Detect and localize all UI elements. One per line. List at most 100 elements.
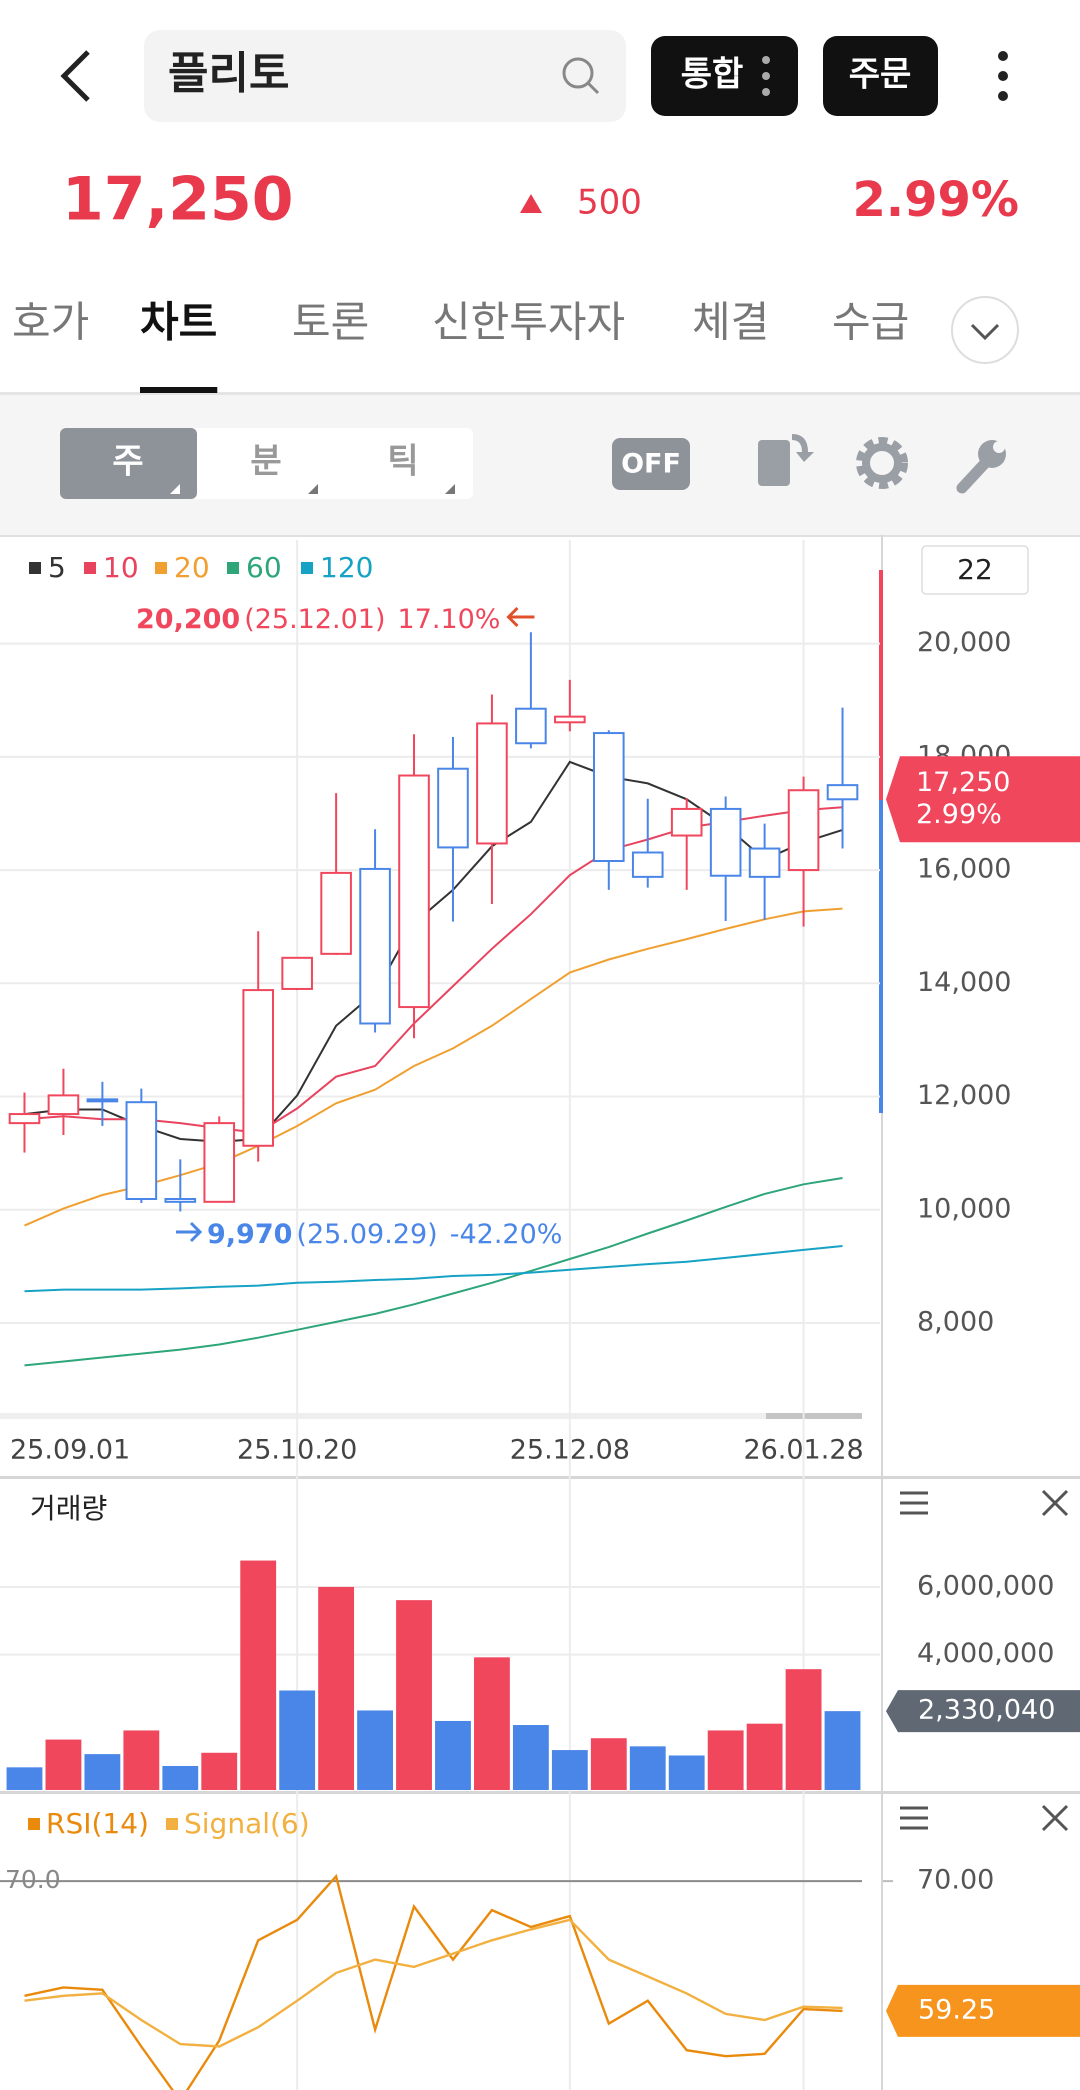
integrated-button-label: 통합 (681, 55, 744, 95)
indicator-line (24, 1918, 843, 2048)
legend-label: 120 (320, 551, 373, 584)
scroll-thumb[interactable] (766, 1413, 862, 1419)
period-corner (445, 484, 455, 494)
tab[interactable]: 토론 (292, 298, 369, 347)
stock-name: 플리토 (168, 48, 289, 99)
candle-count: 22 (957, 553, 993, 586)
order-button-label: 주문 (849, 55, 912, 95)
candle-body (398, 774, 430, 1009)
period-option[interactable]: 분 (250, 442, 281, 482)
integrated-button[interactable] (651, 36, 798, 116)
count-box[interactable] (921, 545, 1029, 595)
rsi-tag (886, 1984, 1080, 2037)
settings-icon[interactable] (856, 437, 908, 489)
panel-divider (0, 1476, 1080, 1479)
candle-body (709, 807, 742, 877)
more-menu[interactable] (998, 51, 1008, 101)
volume-bar (45, 1739, 82, 1790)
min-annotation: 9,970 (25.09.29) -42.20% (207, 1219, 562, 1250)
button-dots (762, 56, 770, 96)
tab[interactable]: 신한투자자 (432, 298, 625, 347)
min-date: (25.09.29) (296, 1219, 437, 1250)
price-tag-value: 17,250 (916, 767, 1010, 798)
legend-label: 5 (48, 551, 66, 584)
tab-divider (0, 392, 1080, 395)
volume-bar (590, 1738, 627, 1790)
volume-bar (551, 1750, 588, 1790)
legend-label: Signal(6) (184, 1807, 310, 1840)
x-tick-label: 25.10.20 (237, 1435, 357, 1466)
current-price: 17,250 (62, 165, 294, 235)
toggle-pill[interactable] (612, 438, 690, 490)
tab-underline (140, 387, 218, 393)
volume-bar (396, 1600, 432, 1790)
period-corner (308, 484, 318, 494)
candle-body (359, 867, 391, 1025)
volume-bar (318, 1586, 355, 1790)
y-tick-label: 14,000 (917, 967, 1011, 998)
rsi-tag-value: 59.25 (918, 1994, 995, 2025)
y-tick-label: 16,000 (917, 854, 1011, 885)
volume-bar (357, 1710, 393, 1790)
candle-body (787, 789, 820, 872)
ask-bar (879, 570, 883, 800)
max-arrow (506, 606, 535, 628)
tab[interactable]: 수급 (832, 298, 909, 347)
legend-swatch (28, 1818, 40, 1830)
moving-average (24, 1177, 843, 1367)
toggle-label: OFF (621, 449, 681, 480)
volume-bar (162, 1765, 199, 1790)
price-change: 500 (577, 183, 642, 223)
legend-swatch (155, 562, 167, 574)
tab-more[interactable] (951, 296, 1019, 364)
volume-bar (629, 1746, 666, 1790)
min-change: -42.20% (450, 1219, 563, 1250)
back-button[interactable] (60, 50, 90, 102)
legend-label: 10 (103, 551, 139, 584)
legend-swatch (84, 562, 96, 574)
tool-icon[interactable] (956, 440, 1006, 494)
frame-line (0, 535, 1080, 537)
moving-average (24, 1245, 843, 1293)
price-tag (886, 756, 1080, 843)
axis-divider (881, 535, 883, 2090)
tab[interactable]: 차트 (140, 298, 217, 347)
period-corner (170, 484, 180, 494)
tab[interactable]: 체결 (692, 298, 769, 347)
panel-close[interactable] (1041, 1489, 1069, 1517)
volume-tag (886, 1690, 1080, 1733)
change-rate: 2.99% (852, 172, 1019, 228)
min-arrow (176, 1221, 203, 1243)
tab[interactable]: 호가 (12, 298, 89, 347)
candle-body (592, 732, 625, 863)
search-icon[interactable] (562, 57, 600, 95)
search-box[interactable] (144, 30, 626, 122)
plot (24, 1873, 843, 2090)
reference-label: 70.0 (5, 1865, 61, 1894)
y-tick-label: 6,000,000 (917, 1570, 1054, 1601)
y-tick-label: 12,000 (917, 1080, 1011, 1111)
volume-bar (123, 1730, 160, 1790)
panel-menu[interactable] (900, 1806, 928, 1830)
y-tick-label: 4,000,000 (917, 1638, 1054, 1669)
period-option[interactable]: 틱 (387, 442, 418, 482)
candle-body (242, 989, 275, 1147)
volume-bar (435, 1720, 471, 1790)
rotate-icon[interactable] (758, 434, 814, 486)
legend-swatch (227, 562, 239, 574)
candle-body (476, 722, 508, 845)
candle-body (320, 871, 352, 955)
order-button[interactable] (823, 36, 938, 116)
period-option[interactable]: 주 (112, 442, 143, 482)
candle-body (670, 807, 703, 837)
period-selected (60, 428, 197, 499)
moving-average (24, 907, 843, 1227)
panel-menu[interactable] (900, 1491, 928, 1515)
volume-bar (84, 1754, 121, 1790)
panel-close[interactable] (1041, 1804, 1069, 1832)
bid-bar (879, 800, 883, 1113)
candle-body (47, 1094, 80, 1116)
x-tick-label: 25.12.08 (510, 1435, 630, 1466)
candle-body (86, 1098, 119, 1103)
